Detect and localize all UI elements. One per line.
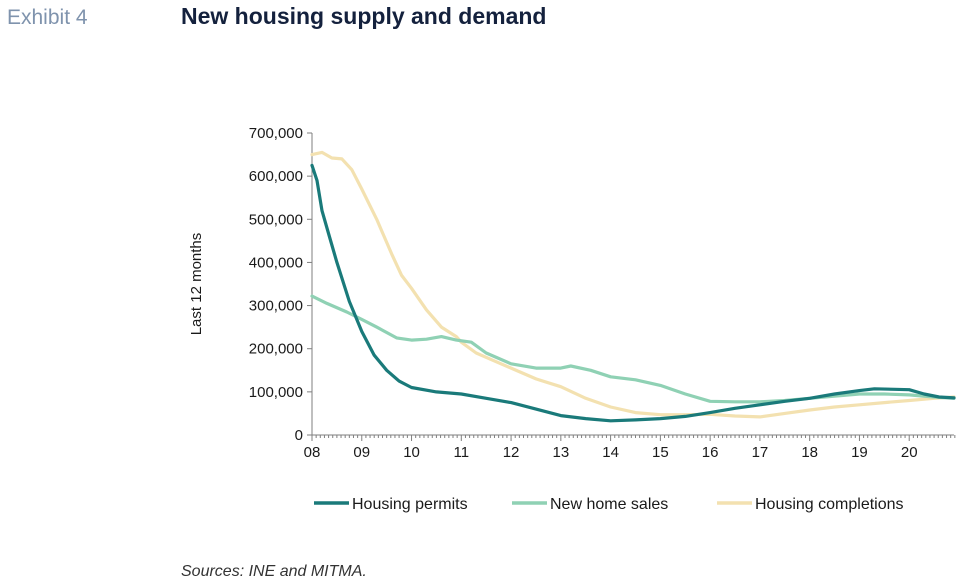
x-tick-label: 11 [454,444,470,461]
chart-title: New housing supply and demand [181,3,547,29]
x-tick-label: 15 [652,444,669,461]
x-tick-label: 18 [801,444,818,461]
legend-label: New home sales [550,496,668,513]
y-tick-label: 700,000 [249,125,303,142]
line-chart: 0 100,000 200,000 300,000 400,000 500,000 600,… [188,125,956,513]
x-tick-label: 20 [901,444,918,461]
x-tick-label: 14 [602,444,619,461]
y-tick-label: 600,000 [249,168,303,185]
y-tick-label: 500,000 [249,211,303,228]
y-tick-label: 100,000 [249,384,303,401]
x-tick-label: 19 [851,444,868,461]
legend-label: Housing permits [352,496,468,513]
legend-label: Housing completions [755,496,904,513]
y-tick-label: 0 [295,427,303,444]
exhibit-label: Exhibit 4 [7,6,88,29]
x-axis: 08 09 10 11 12 13 14 15 16 17 18 19 20 [304,434,956,461]
x-tick-label: 09 [353,444,370,461]
x-tick-label: 17 [752,444,769,461]
x-tick-label: 10 [403,444,420,461]
series-line-housing-completions [310,150,956,419]
y-tick-label: 400,000 [249,254,303,271]
series-lines [310,150,956,423]
y-axis: 0 100,000 200,000 300,000 400,000 500,000 600,… [249,125,313,444]
source-note: Sources: INE and MITMA. [181,563,367,580]
series-line-new-home-sales [310,294,956,404]
x-tick-label: 16 [702,444,719,461]
x-tick-label: 12 [503,444,520,461]
x-tick-label: 13 [552,444,569,461]
y-tick-label: 200,000 [249,341,303,358]
y-tick-label: 300,000 [249,298,303,315]
series-line-housing-permits [310,163,956,423]
legend: Housing permits New home sales Housing com… [314,496,904,513]
y-axis-label: Last 12 months [188,233,205,336]
x-tick-label: 08 [304,444,321,461]
